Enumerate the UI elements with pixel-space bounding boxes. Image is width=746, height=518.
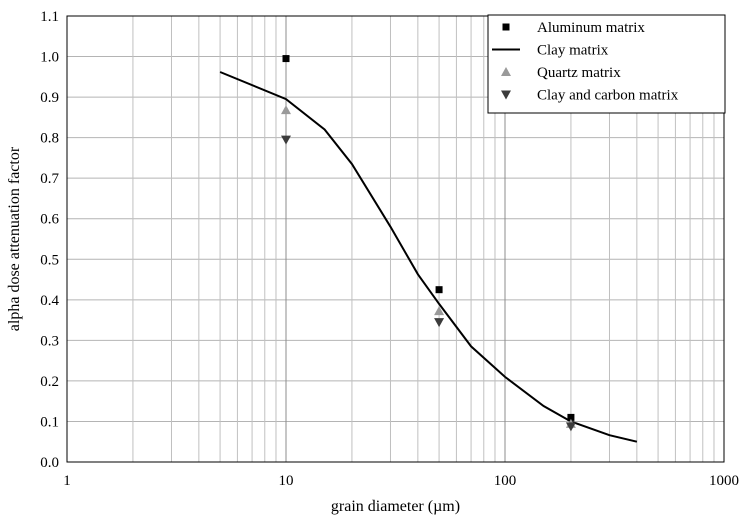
y-tick-label: 0.7 [40, 171, 59, 187]
data-point [282, 55, 290, 63]
legend-marker [502, 23, 510, 31]
y-tick-label: 0.9 [40, 90, 59, 106]
data-point [567, 413, 575, 421]
legend-label: Quartz matrix [537, 65, 621, 81]
chart-marks [219, 55, 638, 443]
y-tick-label: 0.4 [40, 293, 59, 309]
legend-marker [501, 90, 511, 100]
plot-frame [66, 15, 725, 463]
data-point [281, 105, 291, 115]
data-point [434, 318, 445, 328]
y-tick-label: 1.1 [40, 9, 59, 25]
x-tick-label: 100 [494, 473, 517, 489]
y-tick-label: 0.3 [40, 333, 59, 349]
legend-box [487, 14, 726, 114]
legend-item-quartz-matrix: Quartz matrix [501, 65, 621, 81]
y-tick-label: 0.8 [40, 131, 59, 147]
legend-label: Clay and carbon matrix [537, 88, 679, 104]
y-axis-title: alpha dose attenuation factor [6, 146, 23, 331]
y-tick-label: 0.2 [40, 374, 59, 390]
legend-marker [501, 67, 511, 76]
x-tick-label: 10 [279, 473, 294, 489]
data-point [281, 135, 291, 145]
x-tick-label: 1 [63, 473, 71, 489]
legend-label: Clay matrix [537, 43, 609, 59]
y-tick-label: 1.0 [40, 50, 59, 66]
legend-item-aluminum-matrix: Aluminum matrix [502, 20, 645, 36]
data-point [565, 422, 576, 432]
series-aluminum-matrix [282, 55, 575, 421]
x-tick-label: 1000 [709, 473, 739, 489]
data-point [435, 286, 443, 294]
data-point [434, 306, 445, 316]
legend-label: Aluminum matrix [537, 20, 645, 36]
legend: Aluminum matrix Clay matrix Quartz matrix C… [487, 14, 726, 114]
y-tick-label: 0.0 [40, 455, 59, 471]
series-line [219, 71, 638, 443]
x-axis-ticks: 1 10 100 1000 [63, 473, 739, 489]
legend-item-clay-and-carbon-matrix: Clay and carbon matrix [501, 88, 679, 104]
y-axis-ticks: 0.0 0.1 0.2 0.3 0.4 0.5 0.6 0.7 0.8 0.9 1.0 1.1 [40, 9, 59, 471]
series-clay-matrix [219, 71, 638, 443]
series-clay-and-carbon-matrix [281, 135, 576, 432]
series-quartz-matrix [281, 105, 576, 428]
y-tick-label: 0.1 [40, 414, 59, 430]
x-axis-title: grain diameter (µm) [331, 498, 460, 515]
y-tick-label: 0.5 [40, 252, 59, 268]
legend-item-clay-matrix: Clay matrix [492, 43, 609, 59]
y-tick-label: 0.6 [40, 212, 59, 228]
